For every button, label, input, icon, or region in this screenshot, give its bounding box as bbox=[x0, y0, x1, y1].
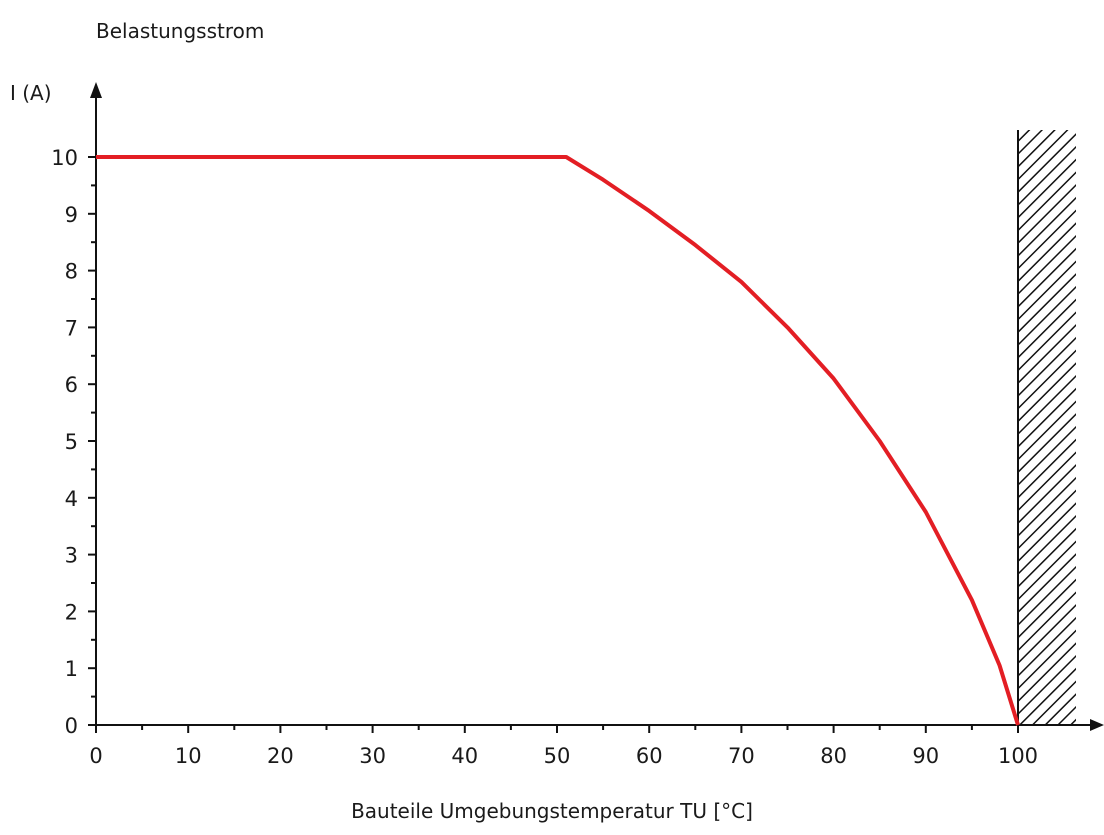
x-axis-ticks: 0 10 20 30 40 50 60 70 80 90 100 bbox=[89, 725, 1038, 768]
axes bbox=[90, 82, 1104, 731]
x-axis-arrow bbox=[1090, 719, 1104, 731]
x-tick-label: 10 bbox=[175, 744, 202, 768]
x-axis-label: Bauteile Umgebungstemperatur TU [°C] bbox=[351, 799, 753, 823]
x-tick-label: 60 bbox=[636, 744, 663, 768]
x-tick-label: 20 bbox=[267, 744, 294, 768]
x-tick-label: 30 bbox=[359, 744, 386, 768]
hatch-fill bbox=[1018, 130, 1076, 725]
x-tick-label: 0 bbox=[89, 744, 102, 768]
derating-curve bbox=[96, 155, 1020, 726]
x-tick-label: 50 bbox=[544, 744, 571, 768]
y-axis-arrow bbox=[90, 82, 102, 98]
series-layer bbox=[96, 155, 1020, 726]
y-tick-label: 7 bbox=[65, 316, 78, 340]
y-tick-label: 4 bbox=[65, 487, 78, 511]
y-tick-label: 9 bbox=[65, 203, 78, 227]
x-tick-label: 90 bbox=[912, 744, 939, 768]
y-axis-ticks: 0 1 2 3 4 5 6 7 8 9 10 bbox=[51, 146, 96, 738]
y-tick-label: 2 bbox=[65, 600, 78, 624]
y-tick-label: 5 bbox=[65, 430, 78, 454]
y-tick-label: 0 bbox=[65, 714, 78, 738]
x-tick-label: 70 bbox=[728, 744, 755, 768]
chart-title: Belastungsstrom bbox=[96, 19, 264, 43]
x-tick-label: 40 bbox=[451, 744, 478, 768]
y-axis-label: I (A) bbox=[10, 81, 52, 105]
y-tick-label: 6 bbox=[65, 373, 78, 397]
y-tick-label: 1 bbox=[65, 657, 78, 681]
y-tick-label: 10 bbox=[51, 146, 78, 170]
x-tick-label: 100 bbox=[998, 744, 1038, 768]
x-tick-label: 80 bbox=[820, 744, 847, 768]
over-temperature-hatched-zone bbox=[1017, 130, 1076, 725]
y-tick-label: 8 bbox=[65, 260, 78, 284]
y-tick-label: 3 bbox=[65, 544, 78, 568]
